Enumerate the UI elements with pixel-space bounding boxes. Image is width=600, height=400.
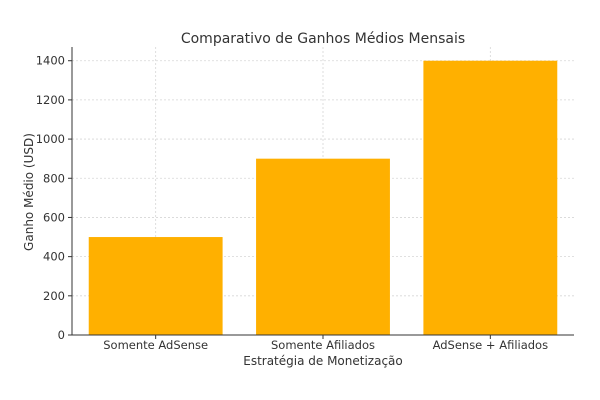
bar bbox=[256, 158, 390, 335]
y-tick-layer: 0 200 400 600 800 1000 1200 1400 bbox=[36, 54, 72, 342]
x-tick-label: AdSense + Afiliados bbox=[433, 338, 549, 352]
y-tick-label: 1400 bbox=[36, 54, 65, 68]
x-tick-label: Somente AdSense bbox=[103, 338, 208, 352]
chart-title: Comparativo de Ganhos Médios Mensais bbox=[181, 31, 465, 47]
y-tick-label: 1000 bbox=[36, 132, 65, 146]
y-tick-label: 800 bbox=[43, 171, 65, 185]
x-tick-label: Somente Afiliados bbox=[271, 338, 375, 352]
x-axis-label: Estratégia de Monetização bbox=[243, 354, 403, 368]
y-tick-label: 1200 bbox=[36, 93, 65, 107]
y-axis-label: Ganho Médio (USD) bbox=[22, 133, 36, 251]
bar bbox=[88, 237, 223, 335]
y-tick-label: 0 bbox=[58, 328, 65, 342]
x-tick-layer: Somente AdSense Somente Afiliados AdSense … bbox=[103, 335, 548, 352]
y-tick-label: 400 bbox=[43, 250, 65, 264]
y-tick-label: 600 bbox=[43, 210, 65, 224]
bar bbox=[423, 60, 558, 335]
bar-layer bbox=[88, 60, 558, 335]
y-tick-label: 200 bbox=[43, 289, 65, 303]
